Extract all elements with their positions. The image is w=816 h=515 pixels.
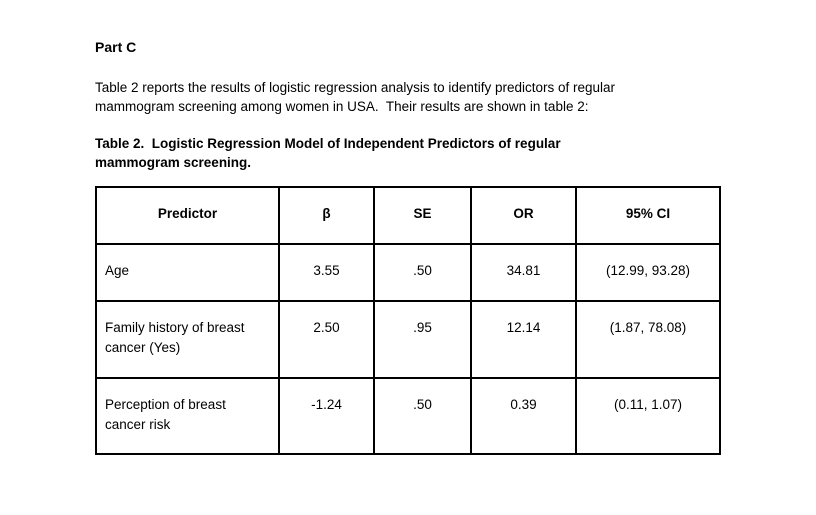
document-content: Part C Table 2 reports the results of lo… — [95, 0, 721, 455]
column-header-or: OR — [470, 186, 577, 245]
ci-cell: (12.99, 93.28) — [575, 243, 721, 302]
se-cell: .95 — [373, 300, 472, 379]
table-row-age: Age 3.55 .50 34.81 (12.99, 93.28) — [95, 243, 721, 302]
section-heading: Part C — [95, 39, 137, 55]
table-row-risk-perception: Perception of breast cancer risk -1.24 .… — [95, 377, 721, 455]
intro-paragraph: Table 2 reports the results of logistic … — [95, 78, 719, 116]
predictor-cell: Age — [95, 243, 280, 302]
table-row-family-history: Family history of breast cancer (Yes) 2.… — [95, 300, 721, 379]
beta-cell: 2.50 — [278, 300, 375, 379]
intro-line-2: mammogram screening among women in USA. … — [95, 99, 589, 114]
or-cell: 34.81 — [470, 243, 577, 302]
table-title: Table 2. Logistic Regression Model of In… — [95, 134, 719, 172]
beta-cell: -1.24 — [278, 377, 375, 455]
column-header-predictor: Predictor — [95, 186, 280, 245]
table-title-line-1: Table 2. Logistic Regression Model of In… — [95, 136, 561, 151]
column-header-se: SE — [373, 186, 472, 245]
table-header-row: Predictor β SE OR 95% CI — [95, 186, 721, 245]
regression-results-table: Predictor β SE OR 95% CI Age 3.55 .50 34… — [95, 186, 721, 455]
column-header-ci: 95% CI — [575, 186, 721, 245]
se-cell: .50 — [373, 377, 472, 455]
intro-line-1: Table 2 reports the results of logistic … — [95, 80, 616, 95]
se-cell: .50 — [373, 243, 472, 302]
or-cell: 0.39 — [470, 377, 577, 455]
predictor-cell: Perception of breast cancer risk — [95, 377, 280, 455]
predictor-cell: Family history of breast cancer (Yes) — [95, 300, 280, 379]
column-header-beta: β — [278, 186, 375, 245]
or-cell: 12.14 — [470, 300, 577, 379]
table-title-line-2: mammogram screening. — [95, 155, 252, 170]
ci-cell: (1.87, 78.08) — [575, 300, 721, 379]
ci-cell: (0.11, 1.07) — [575, 377, 721, 455]
beta-cell: 3.55 — [278, 243, 375, 302]
